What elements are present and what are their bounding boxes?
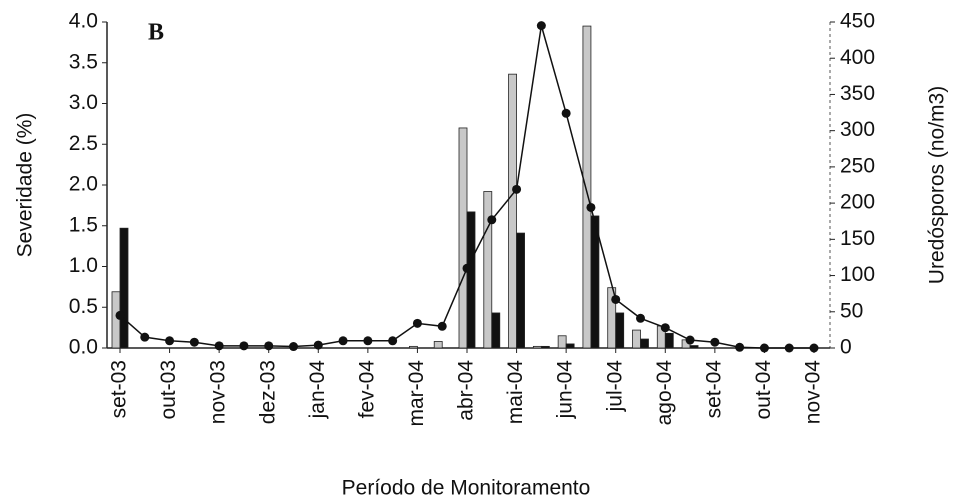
line-point [264,341,274,351]
line-point [759,343,769,353]
x-tick-label: nov-04 [802,360,825,425]
y2-tick-label: 50 [840,299,863,322]
line-point [388,336,398,346]
x-tick-label: abr-04 [455,360,478,421]
bar [483,191,493,349]
y2-tick-label: 450 [840,10,875,33]
x-tick-label: ago-04 [653,360,676,426]
x-tick-label: jan-04 [306,360,329,420]
bar [119,227,129,349]
y-tick-label: 0.0 [69,336,98,359]
y-tick-label: 2.0 [69,173,98,196]
bar [689,345,699,349]
line-point [363,336,373,346]
line-point [611,294,621,304]
y-tick-label: 3.5 [69,50,98,73]
line-point [189,337,199,347]
bar [111,291,121,349]
x-tick-label: jul-04 [603,360,626,413]
bar [632,329,641,349]
bar [557,335,567,349]
x-tick-label: fev-04 [355,360,378,419]
bar [516,232,525,349]
line-point [338,336,348,346]
bar [590,215,600,349]
bar [491,312,501,349]
y2-tick-label: 250 [840,154,875,177]
y-tick-label: 4.0 [69,10,98,33]
bar [640,338,649,349]
x-tick-label: set-04 [702,360,725,419]
line-point [660,323,670,333]
line-point [487,215,497,225]
line-point [784,343,794,353]
line-point [636,313,645,323]
x-tick-label: jun-04 [554,360,577,420]
x-tick-label: dez-03 [256,360,279,424]
line-point [710,337,720,347]
line-point [313,340,323,350]
line-point [809,343,819,353]
bar [433,341,443,349]
y2-tick-label: 150 [840,227,875,250]
y2-axis-label: Uredósporos (no/m3) [926,86,949,284]
y2-tick-label: 300 [840,118,875,141]
line-point [239,341,249,351]
line-point [140,332,150,342]
x-tick-label: nov-03 [207,360,230,424]
y-axis-label: Severidade (%) [14,113,37,258]
y2-tick-label: 350 [840,82,875,105]
y-tick-label: 1.0 [69,254,98,277]
y-tick-label: 0.5 [69,295,98,318]
y2-tick-label: 0 [840,336,852,359]
bar [540,345,550,349]
line-point [165,336,175,346]
bar [565,343,575,349]
x-tick-label: out-04 [752,360,775,420]
x-tick-label: set-03 [108,360,131,418]
line-point [412,318,422,328]
y-tick-label: 3.0 [69,91,98,114]
annotation: B [148,20,164,46]
y-tick-label: 1.5 [69,213,98,236]
y2-tick-label: 100 [840,263,875,286]
y-tick-label: 2.5 [69,132,98,155]
line-point [214,341,224,351]
x-axis-label: Período de Monitoramento [342,477,591,500]
y2-tick-label: 200 [840,191,875,214]
bar [664,332,674,349]
x-tick-label: out-03 [157,360,180,420]
x-tick-label: mar-04 [405,360,428,427]
y2-tick-label: 400 [840,46,875,69]
line-point [586,202,596,212]
line-point [536,21,546,31]
line-point [115,310,125,320]
bar [466,211,476,349]
line-point [462,263,472,273]
bar [582,25,592,349]
bar [409,345,418,349]
bar [615,312,625,349]
bar [508,73,517,349]
line-point [685,335,695,345]
line-point [512,184,522,194]
line-point [437,321,447,331]
line-point [735,342,745,352]
line-point [289,342,298,352]
x-tick-label: mai-04 [504,360,527,425]
line-point [561,108,571,118]
bar [532,345,542,349]
bar [458,127,468,349]
